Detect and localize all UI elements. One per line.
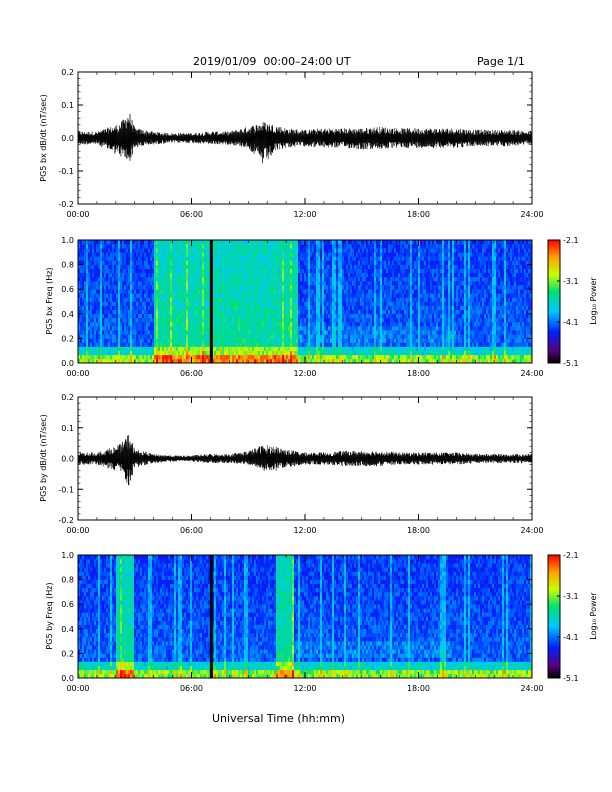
x-tick-label: 00:00 — [66, 684, 89, 693]
x-tick-label: 18:00 — [407, 210, 430, 219]
bx-spectrogram-panel: 0.0 0.2 0.4 0.6 0.8 1.0 00:00 06:00 12:00 18:00 2… — [45, 236, 598, 378]
colorbar-tick-label: -5.1 — [563, 359, 579, 368]
y-tick-label: 0.0 — [61, 674, 74, 683]
trace-line — [77, 435, 533, 486]
x-tick-label: 24:00 — [520, 684, 543, 693]
y-tick-label: 0.6 — [61, 600, 74, 609]
bx-spectrogram-ylabel: PG5 bx Freq (Hz) — [45, 267, 54, 334]
by-spectrogram-ylabel: PG5 by Freq (Hz) — [45, 582, 54, 649]
y-tick-label: 0.2 — [61, 334, 74, 343]
x-tick-label: 18:00 — [407, 526, 430, 535]
page-indicator: Page 1/1 — [477, 55, 525, 68]
y-tick-label: 0.8 — [61, 261, 74, 270]
data-gap-bar — [209, 240, 213, 363]
bx-dbdt-trace — [77, 113, 533, 164]
bx-dbdt-panel: -0.2 -0.1 0.0 0.1 0.2 00:00 06:00 12:00 18:00 24… — [39, 68, 544, 219]
y-tick-label: 0.2 — [61, 68, 74, 77]
y-tick-label: 1.0 — [61, 551, 74, 560]
x-tick-label: 12:00 — [293, 369, 316, 378]
by-dbdt-ylabel: PG5 by dB/dt (nT/sec) — [39, 414, 48, 501]
y-tick-label: 0.1 — [61, 101, 74, 110]
colorbar-tick-label: -2.1 — [563, 551, 579, 560]
by-colorbar — [547, 554, 561, 679]
x-tick-label: 00:00 — [66, 526, 89, 535]
colorbar-tick-label: -5.1 — [563, 674, 579, 683]
y-tick-label: 0.1 — [61, 424, 74, 433]
by-spectrogram-image — [78, 555, 533, 679]
bx-colorbar — [547, 239, 561, 364]
y-tick-label: 0.0 — [61, 359, 74, 368]
y-tick-label: 0.4 — [61, 310, 74, 319]
colorbar-tick-label: -4.1 — [563, 318, 579, 327]
bx-dbdt-ylabel: PG5 bx dB/dt (nT/sec) — [39, 94, 48, 181]
x-tick-label: 06:00 — [180, 210, 203, 219]
colorbar-tick-label: -3.1 — [563, 592, 579, 601]
x-tick-label: 24:00 — [520, 210, 543, 219]
by-spectrogram-panel: 0.0 0.2 0.4 0.6 0.8 1.0 00:00 06:00 12:00 18:00 2… — [45, 551, 598, 693]
x-tick-label: 06:00 — [180, 526, 203, 535]
figure-title: 2019/01/09 00:00–24:00 UT — [193, 55, 351, 68]
x-tick-label: 12:00 — [293, 526, 316, 535]
y-tick-label: 0.8 — [61, 576, 74, 585]
y-tick-label: 1.0 — [61, 236, 74, 245]
y-tick-label: 0.0 — [61, 455, 74, 464]
y-tick-label: -0.2 — [58, 516, 74, 525]
colorbar-tick-label: -4.1 — [563, 633, 579, 642]
by-colorbar-label: Log₁₀ Power — [589, 592, 598, 640]
data-gap-bar — [209, 555, 213, 678]
x-tick-label: 12:00 — [293, 210, 316, 219]
y-tick-label: 0.6 — [61, 285, 74, 294]
y-tick-label: 0.2 — [61, 393, 74, 402]
y-tick-label: 0.0 — [61, 134, 74, 143]
x-tick-label: 12:00 — [293, 684, 316, 693]
x-tick-label: 18:00 — [407, 684, 430, 693]
by-dbdt-trace — [77, 435, 533, 486]
colorbar-tick-label: -3.1 — [563, 277, 579, 286]
x-tick-label: 00:00 — [66, 369, 89, 378]
y-tick-label: -0.1 — [58, 485, 74, 494]
by-dbdt-panel: -0.2 -0.1 0.0 0.1 0.2 00:00 06:00 12:00 18:00 24… — [39, 393, 544, 535]
x-tick-label: 06:00 — [180, 369, 203, 378]
y-tick-label: 0.2 — [61, 649, 74, 658]
x-axis-label: Universal Time (hh:mm) — [212, 712, 345, 725]
x-tick-label: 00:00 — [66, 210, 89, 219]
x-tick-label: 24:00 — [520, 526, 543, 535]
y-tick-label: -0.2 — [58, 200, 74, 209]
trace-line — [77, 113, 533, 164]
y-tick-label: -0.1 — [58, 167, 74, 176]
x-tick-label: 06:00 — [180, 684, 203, 693]
bx-colorbar-label: Log₁₀ Power — [589, 277, 598, 325]
y-tick-label: 0.4 — [61, 625, 74, 634]
colorbar-tick-label: -2.1 — [563, 236, 579, 245]
bx-spectrogram-image — [78, 240, 533, 364]
x-tick-label: 18:00 — [407, 369, 430, 378]
x-tick-label: 24:00 — [520, 369, 543, 378]
